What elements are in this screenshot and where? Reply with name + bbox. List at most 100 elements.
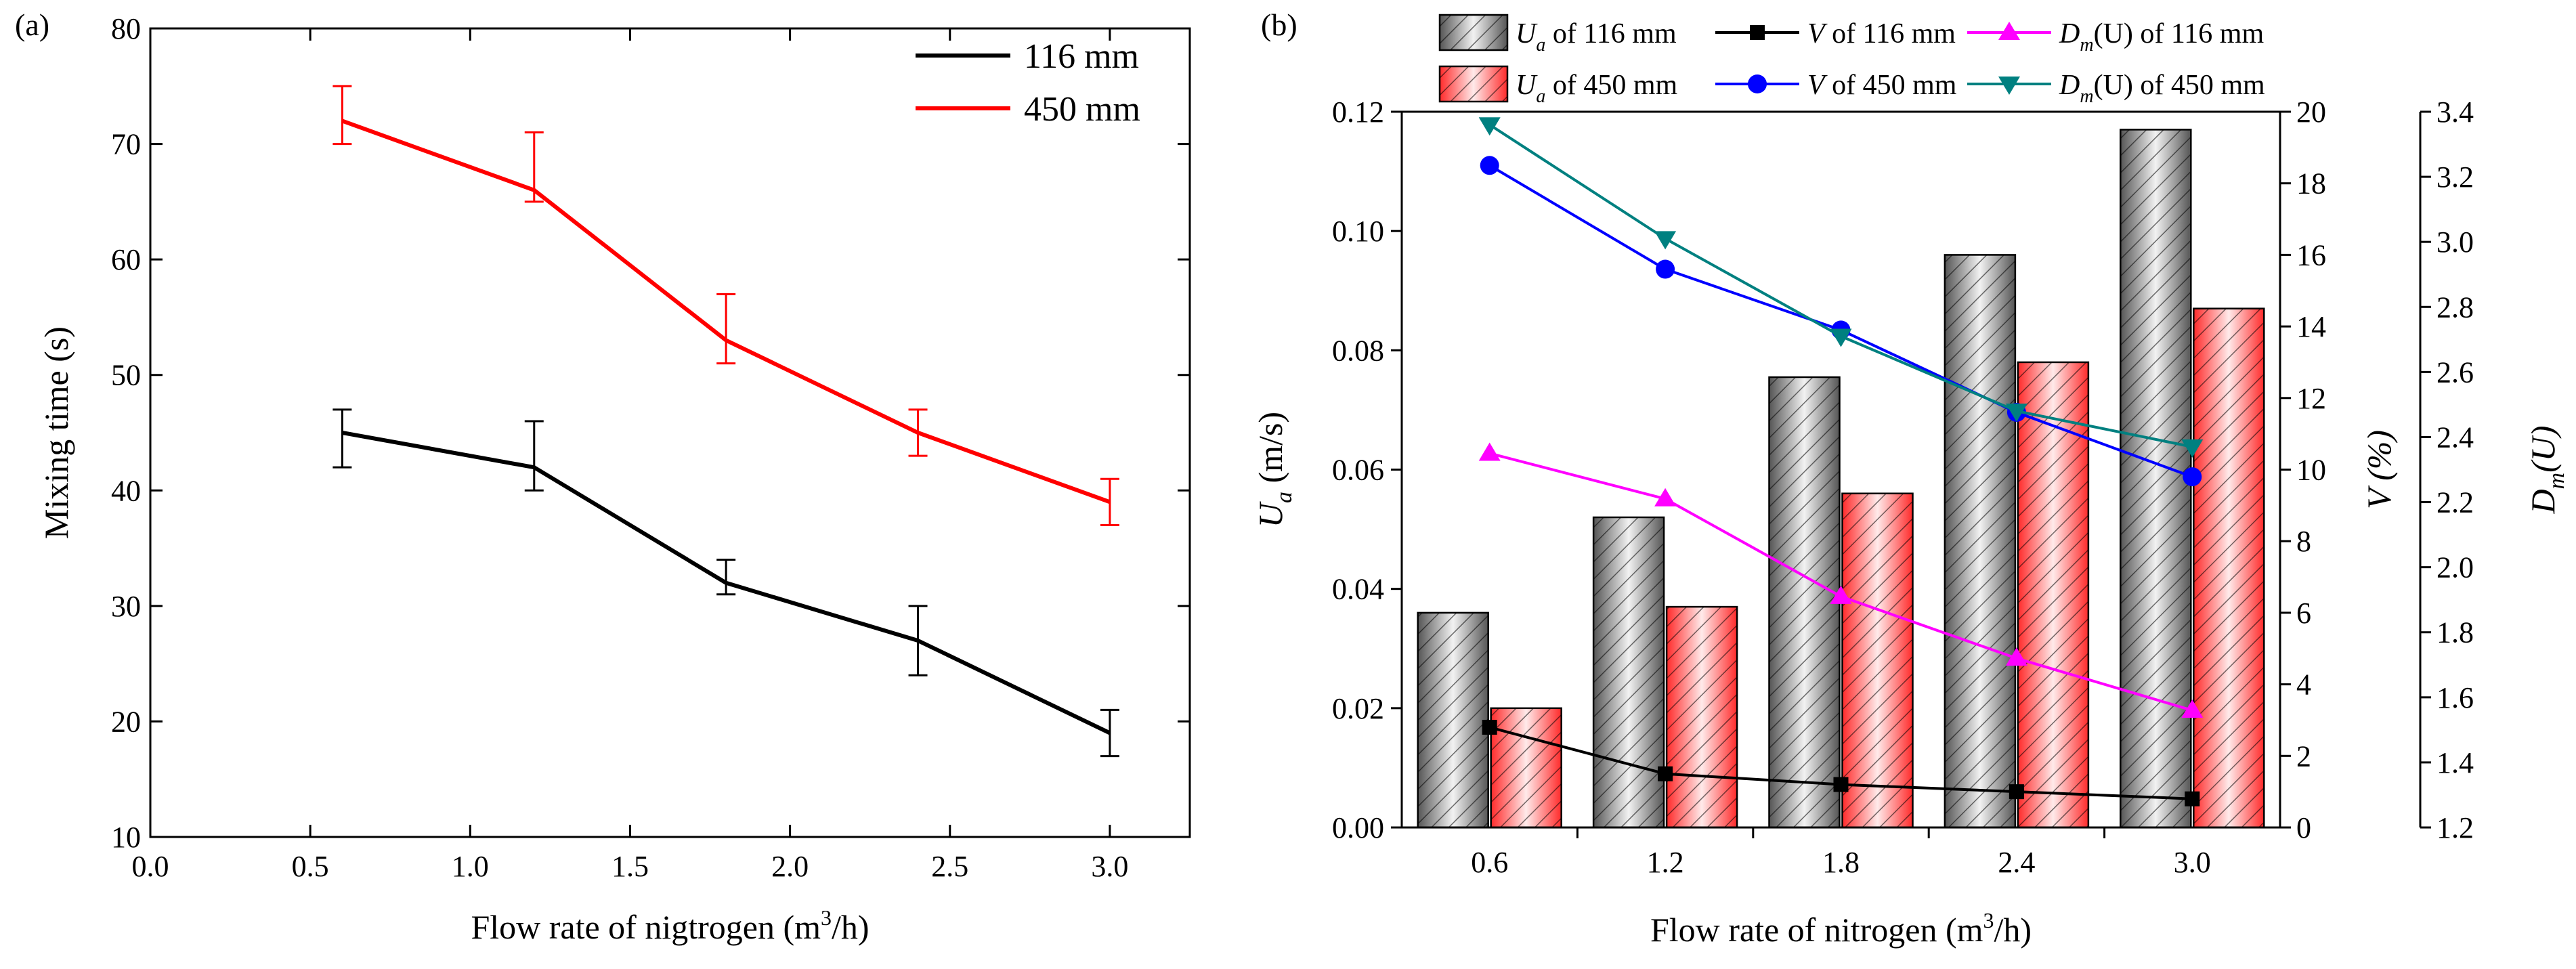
legend-label-tail: (U) of 116 mm [2094,18,2264,49]
right2-tick-label: 2.2 [2437,486,2474,519]
data-point [2181,439,2204,458]
y-tick-label: 40 [111,474,141,507]
left-axis-title-main: U [1251,501,1289,527]
right2-tick-label: 2.8 [2437,290,2474,324]
data-point [1658,766,1673,781]
x-axis-title-tail: /h) [832,908,870,946]
legend-label-tail: of 450 mm [1825,70,1957,101]
data-point [1478,117,1501,136]
legend-marker [1748,74,1767,93]
x-axis-title-sup: 3 [1983,908,1994,932]
legend-marker [1998,22,2020,40]
category-label: 1.8 [1822,846,1860,879]
category-label: 2.4 [1998,846,2035,879]
legend-swatch-hatch [1438,65,1509,103]
legend-label-main: V [1807,70,1828,101]
right2-axis-title-sub: m [2544,473,2569,490]
x-tick-label: 1.0 [452,850,489,883]
bar-hatch [1592,516,1665,829]
legend-label-main: D [2059,18,2080,49]
bar-hatch [1944,254,2017,829]
bar-hatch [2193,307,2265,829]
x-axis-title-tail: /h) [1994,911,2032,949]
legend-label-tail: (U) of 450 mm [2094,70,2265,101]
legend-label-main: D [2059,70,2080,101]
panel-a: (a) 0.0 0.5 1.0 1.5 2.0 2.5 3.0 10 20 30 40 50 60 70 80… [15,7,1191,946]
data-point [1654,231,1677,250]
category-label: 1.2 [1647,846,1684,879]
x-axis-title: Flow rate of nigtrogen (m3/h) [471,905,869,946]
x-axis-title-main: Flow rate of nigtrogen (m [471,908,821,946]
left-axis-title-tail: (m/s) [1251,412,1289,492]
right2-tick-label: 2.4 [2437,421,2474,454]
bar-hatch [1490,707,1562,829]
bar-hatch [2017,361,2090,829]
x-axis-title: Flow rate of nitrogen (m3/h) [1650,908,2032,949]
legend-swatch-hatch [1438,14,1509,51]
right1-tick-label: 18 [2296,167,2326,200]
legend-marker [1998,77,2020,95]
data-point [1830,328,1852,347]
left-axis-title: Ua (m/s) [1251,412,1297,527]
left-tick-label: 0.08 [1332,334,1384,367]
right1-tick-label: 4 [2296,668,2311,702]
panel-a-label: (a) [15,7,49,42]
legend-label-main: V [1807,18,1828,49]
data-point [2009,784,2024,800]
right2-tick-label: 3.2 [2437,160,2474,194]
category-label: 3.0 [2174,846,2211,879]
right2-tick-label: 1.2 [2437,811,2474,844]
right2-tick-label: 1.6 [2437,681,2474,714]
right2-axis-title-tail: (U) [2524,425,2562,472]
y-axis-title: Mixing time (s) [37,326,75,539]
legend-label: Dm(U) of 450 mm [2059,70,2265,107]
data-point [2005,647,2027,666]
bar-hatch [1841,492,1914,829]
right1-tick-label: 10 [2296,454,2326,487]
category-label: 0.6 [1471,846,1508,879]
right2-tick-label: 1.8 [2437,616,2474,649]
legend-marker [1750,25,1765,40]
y-tick-label: 70 [111,128,141,161]
y-tick-label: 80 [111,12,141,45]
data-point [2185,791,2200,806]
bar-hatch [1417,611,1489,829]
right1-tick-label: 14 [2296,310,2326,343]
x-tick-label: 2.5 [931,850,968,883]
left-tick-label: 0.00 [1332,811,1384,844]
right2-tick-label: 2.6 [2437,356,2474,389]
y-tick-label: 30 [111,590,141,623]
data-point [1480,156,1499,175]
right1-tick-label: 12 [2296,382,2326,415]
left-tick-label: 0.06 [1332,454,1384,487]
right1-axis-title: V (%) [2360,430,2398,509]
right2-axis-title: Dm(U) [2524,425,2569,514]
right1-tick-label: 0 [2296,811,2311,844]
left-tick-label: 0.12 [1332,95,1384,129]
x-tick-label: 2.0 [771,850,809,883]
legend-label-sub: a [1536,35,1545,56]
right2-tick-label: 1.4 [2437,746,2474,779]
legend-label-main: U [1516,70,1538,101]
legend-label: Ua of 450 mm [1516,70,1677,107]
y-tick-label: 20 [111,705,141,738]
right1-tick-label: 6 [2296,597,2311,630]
right2-tick-label: 3.4 [2437,95,2474,129]
panel-b: (b) 0.00 0.02 0.04 0.06 0.08 0.10 0.12 0 2 4 6 8 10 12… [1251,7,2569,949]
right2-tick-label: 3.0 [2437,225,2474,259]
data-point [1830,585,1852,604]
legend-label: 116 mm [1024,37,1139,76]
y-tick-label: 50 [111,359,141,392]
right1-tick-label: 20 [2296,95,2326,129]
right1-tick-label: 2 [2296,739,2311,773]
left-axis-title-sub: a [1272,492,1297,503]
legend-label-sub: a [1536,86,1545,107]
legend-label-tail: of 116 mm [1545,18,1677,49]
panel-a-plot-frame [149,27,1191,838]
right2-tick-label: 2.0 [2437,551,2474,584]
x-axis-title-sup: 3 [821,905,832,930]
legend-label-tail: of 450 mm [1545,70,1677,101]
data-point [2005,404,2027,423]
bar-hatch [2120,129,2192,829]
right1-tick-label: 16 [2296,238,2326,272]
